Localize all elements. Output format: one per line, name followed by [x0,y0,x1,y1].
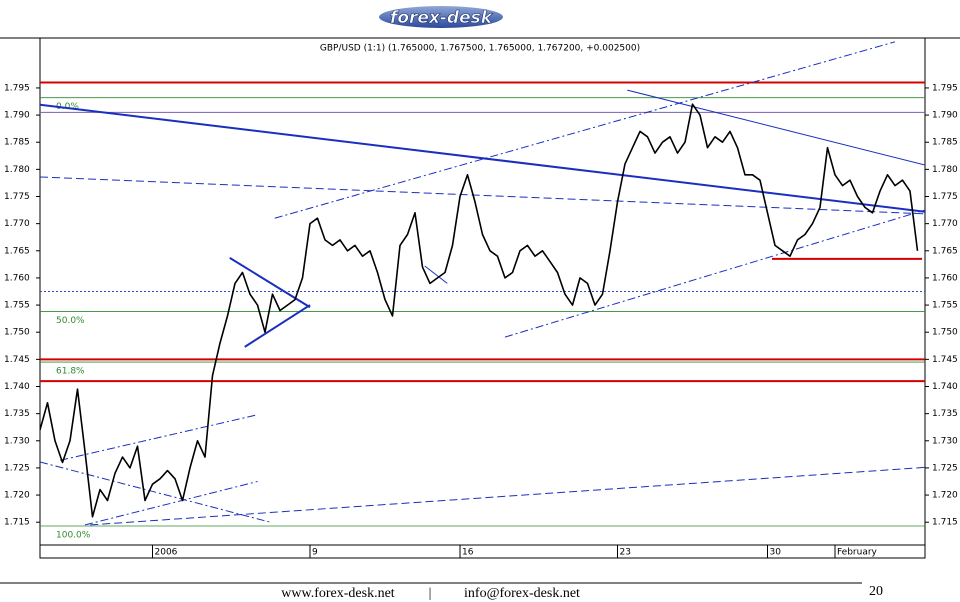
y-tick-label-left: 1.715 [4,518,30,528]
y-tick-label-right: 1.715 [932,518,958,528]
y-tick-label-right: 1.780 [932,165,958,175]
y-tick-label-right: 1.740 [932,382,958,392]
y-tick-label-right: 1.770 [932,219,958,229]
study-line [40,461,271,523]
study-line [40,176,925,215]
study-line [84,481,258,526]
y-tick-label-left: 1.755 [4,301,30,311]
fib-label: 61.8% [56,367,85,377]
study-line [229,256,311,309]
fib-label: 100.0% [56,531,91,541]
study-line [504,209,925,338]
x-tick-label: 2006 [155,548,178,558]
page-number: 20 [869,584,883,599]
study-line [274,41,896,219]
y-tick-label-right: 1.755 [932,301,958,311]
y-tick-label-left: 1.770 [4,219,30,229]
footer-website: www.forex-desk.net [281,586,394,601]
study-line [244,304,311,348]
footer-separator: | [429,586,432,601]
study-line [627,89,925,166]
y-tick-label-right: 1.790 [932,111,958,121]
study-line [60,414,256,461]
x-tick-label: 9 [312,548,318,558]
y-tick-label-right: 1.745 [932,355,958,365]
y-tick-label-right: 1.720 [932,491,958,501]
footer-email: info@forex-desk.net [464,586,580,601]
y-tick-label-right: 1.775 [932,192,958,202]
price-line [40,103,919,518]
x-tick-label: 30 [770,548,782,558]
y-tick-label-left: 1.785 [4,138,30,148]
y-tick-label-left: 1.750 [4,328,30,338]
y-tick-label-left: 1.740 [4,382,30,392]
y-tick-label-right: 1.795 [932,83,958,93]
y-tick-label-left: 1.745 [4,355,30,365]
y-tick-label-left: 1.725 [4,463,30,473]
y-tick-label-left: 1.790 [4,111,30,121]
y-tick-label-left: 1.775 [4,192,30,202]
x-tick-label: 16 [462,548,474,558]
study-line [424,265,448,284]
plot-area: 0.0%50.0%61.8%100.0% [40,41,925,541]
study-line [90,466,925,526]
y-tick-label-right: 1.785 [932,138,958,148]
y-tick-label-right: 1.735 [932,409,958,419]
fib-label: 50.0% [56,316,85,326]
y-tick-label-left: 1.720 [4,491,30,501]
chart-title: GBP/USD (1:1) (1.765000, 1.767500, 1.765… [320,44,640,54]
y-tick-label-left: 1.730 [4,436,30,446]
x-tick-label: February [837,548,878,558]
y-tick-label-left: 1.760 [4,273,30,283]
study-line [40,103,925,213]
y-tick-label-right: 1.765 [932,246,958,256]
y-tick-label-right: 1.750 [932,328,958,338]
x-tick-label: 23 [620,548,631,558]
y-tick-label-right: 1.725 [932,463,958,473]
logo-badge [379,6,503,28]
logo-text: forex-desk [390,8,494,28]
y-tick-label-left: 1.765 [4,246,30,256]
y-tick-label-left: 1.735 [4,409,30,419]
y-tick-label-left: 1.795 [4,83,30,93]
y-tick-label-left: 1.780 [4,165,30,175]
y-tick-label-right: 1.760 [932,273,958,283]
y-tick-label-right: 1.730 [932,436,958,446]
plot-frame [39,37,926,559]
